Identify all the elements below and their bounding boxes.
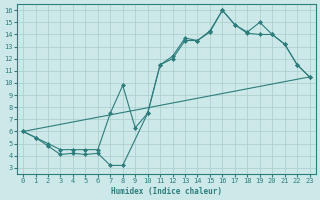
X-axis label: Humidex (Indice chaleur): Humidex (Indice chaleur) [111,187,222,196]
